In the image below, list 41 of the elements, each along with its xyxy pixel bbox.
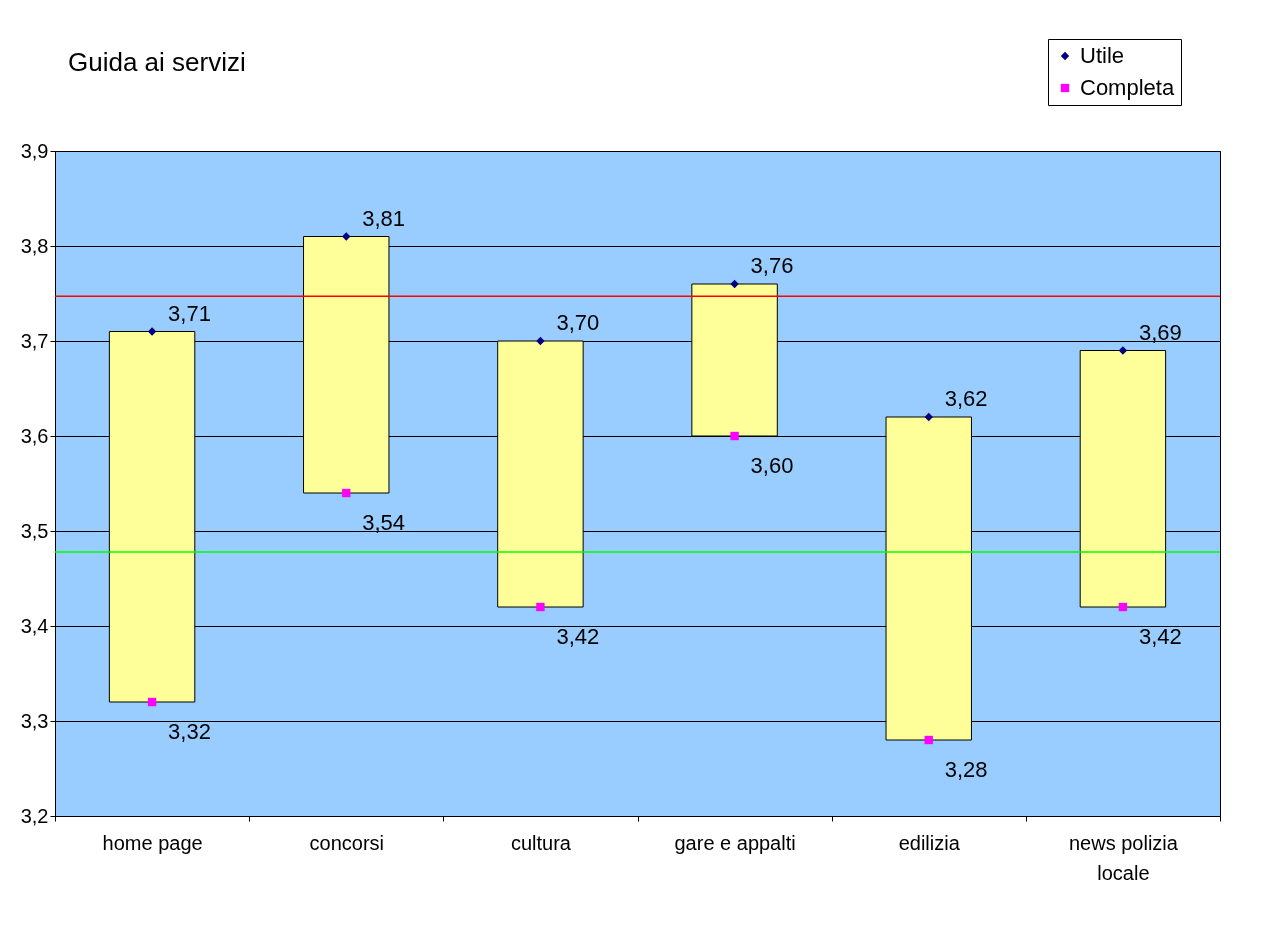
x-tick-label: news polizia locale [1068, 831, 1179, 884]
data-label: 3,71 [168, 300, 211, 326]
point [147, 697, 157, 707]
x-tick-label: concorsi [309, 831, 384, 854]
point [1118, 602, 1128, 612]
x-tick-label: gare e appalti [674, 831, 796, 854]
point [147, 327, 157, 336]
y-tick-label: 3,9 [20, 139, 49, 162]
x-tick-label: home page [102, 831, 203, 854]
chart-title: Guida ai servizi [68, 47, 246, 77]
point [924, 735, 933, 745]
point [730, 279, 739, 289]
y-tick-label: 3,2 [20, 804, 49, 827]
point [924, 412, 933, 422]
x-tick-label: cultura [510, 831, 572, 854]
legend-label: Utile [1080, 43, 1125, 68]
point [536, 602, 545, 612]
data-label: 3,28 [944, 757, 988, 782]
y-tick-label: 3,8 [20, 234, 49, 257]
data-label: 3,62 [944, 386, 988, 411]
data-label: 3,42 [556, 624, 600, 649]
y-tick-label: 3,7 [20, 329, 49, 352]
data-label: 3,32 [168, 719, 211, 744]
data-label: 3,54 [362, 510, 406, 535]
point [342, 232, 351, 241]
data-label: 3,60 [750, 453, 794, 478]
y-tick-label: 3,4 [20, 614, 49, 637]
point [342, 488, 351, 498]
legend-label: Completa [1080, 75, 1175, 100]
data-label: 3,81 [362, 205, 406, 231]
point [536, 336, 545, 346]
x-tick-label: edilizia [898, 831, 961, 854]
data-label: 3,76 [750, 253, 794, 278]
data-label: 3,42 [1138, 624, 1182, 649]
y-tick-label: 3,5 [20, 519, 49, 542]
data-label: 3,70 [556, 310, 600, 335]
y-tick-label: 3,3 [20, 709, 49, 732]
y-tick-label: 3,6 [20, 424, 49, 447]
point [1118, 346, 1128, 355]
data-label: 3,69 [1138, 319, 1182, 345]
point [730, 431, 739, 441]
